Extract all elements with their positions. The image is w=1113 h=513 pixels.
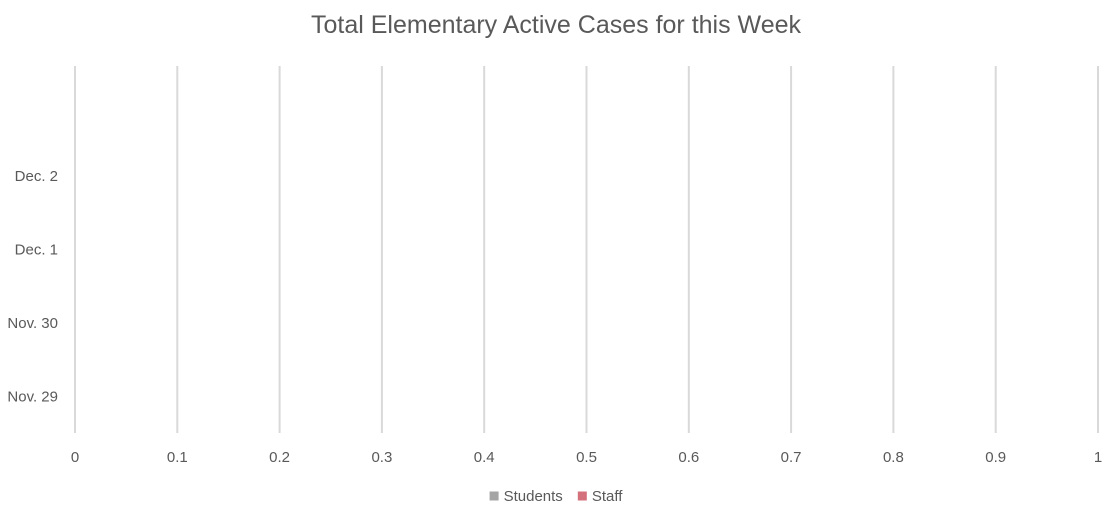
legend-label: Staff [592, 488, 623, 505]
x-tick-label: 0.2 [269, 449, 290, 466]
legend-label: Students [504, 488, 563, 505]
x-tick-label: 1 [1094, 449, 1102, 466]
x-tick-label: 0.7 [781, 449, 802, 466]
x-tick-label: 0.8 [883, 449, 904, 466]
category-label: Nov. 30 [7, 315, 58, 332]
x-tick-label: 0.6 [678, 449, 699, 466]
x-tick-label: 0.1 [167, 449, 188, 466]
x-tick-label: 0.3 [371, 449, 392, 466]
x-tick-label: 0 [71, 449, 79, 466]
legend: Students Staff [489, 488, 623, 505]
category-label: Dec. 2 [15, 168, 58, 185]
chart-title: Total Elementary Active Cases for this W… [311, 11, 802, 39]
category-label: Nov. 29 [7, 388, 58, 405]
legend-swatch [577, 491, 587, 501]
y-axis-category-labels: Nov. 29 Nov. 30 Dec. 1 Dec. 2 [7, 168, 58, 405]
legend-swatch [489, 491, 499, 501]
x-axis-tick-labels: 0 0.1 0.2 0.3 0.4 0.5 0.6 0.7 0.8 0.9 1 [71, 449, 1102, 466]
x-tick-label: 0.4 [474, 449, 495, 466]
x-tick-label: 0.5 [576, 449, 597, 466]
category-label: Dec. 1 [15, 242, 58, 259]
x-tick-label: 0.9 [985, 449, 1006, 466]
gridlines [74, 66, 1099, 433]
